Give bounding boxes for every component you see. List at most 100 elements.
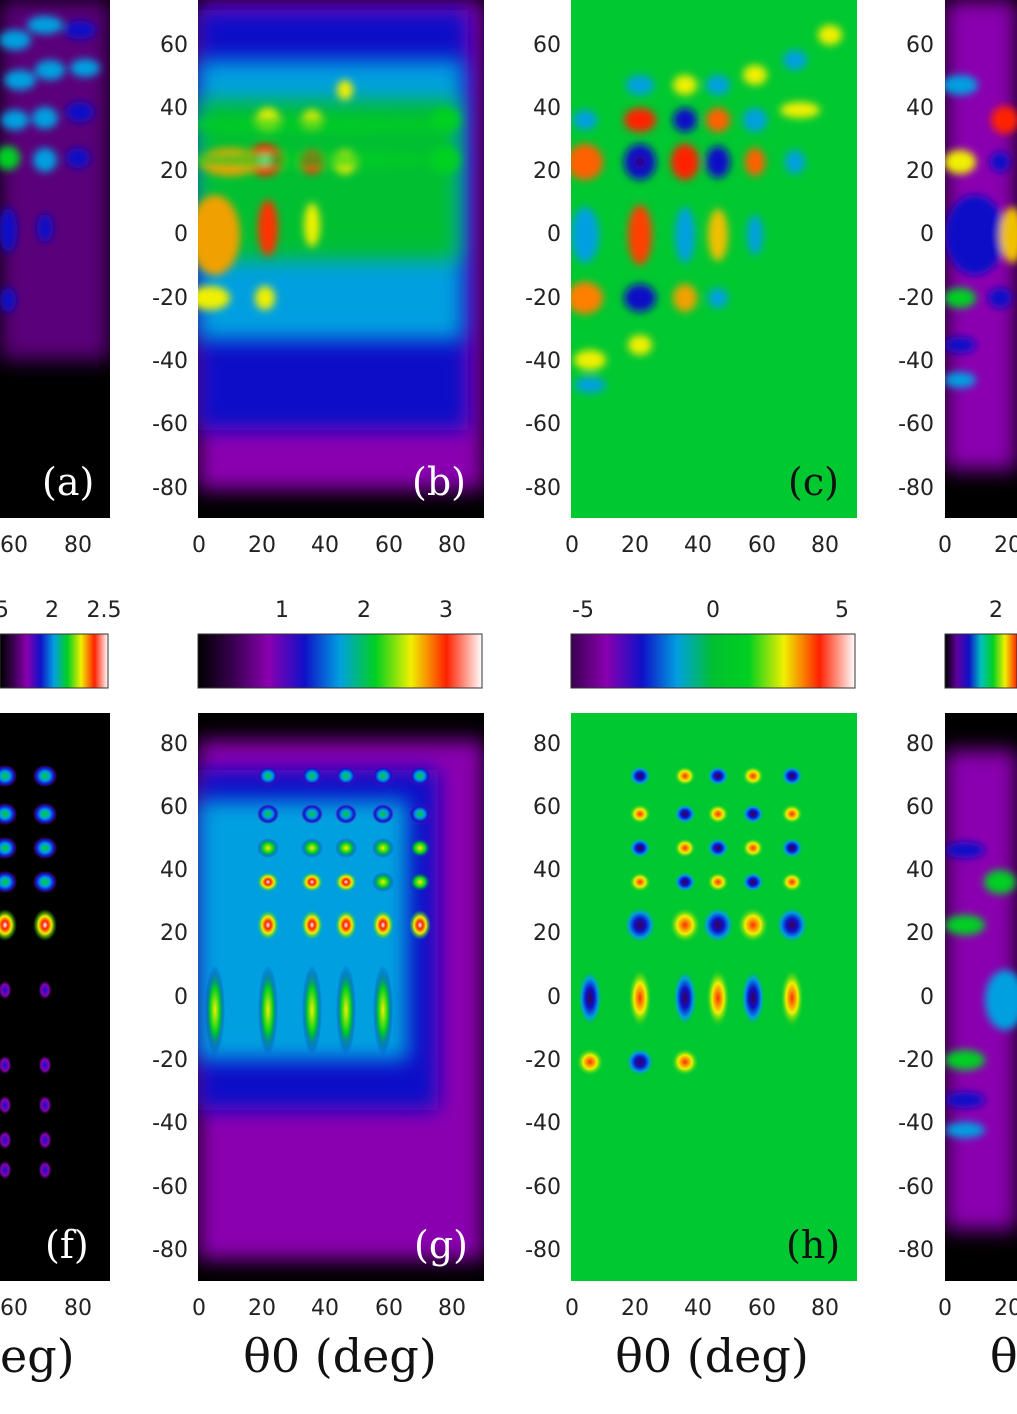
y-axis-ticks: 80 60 40 20 0 -20 -40 -60 -80 <box>898 732 934 1263</box>
intensity-spot <box>409 766 431 786</box>
intensity-spot <box>38 1095 52 1115</box>
tick-label: 0 <box>547 985 561 1010</box>
tick-label: -80 <box>898 476 934 501</box>
tick-label: 0 <box>547 222 561 247</box>
panel-d-bottom <box>945 713 1017 1281</box>
field-spot <box>707 804 729 824</box>
tick-label: -60 <box>898 412 934 437</box>
tick-label: 0 <box>174 222 188 247</box>
field-spot <box>674 872 696 892</box>
panel-g: (g) <box>198 713 484 1281</box>
tick-label: 20 <box>906 921 934 946</box>
tick-label: 60 <box>533 795 561 820</box>
tick-label: -60 <box>525 1175 561 1200</box>
x-axis-ticks: 0 20 40 60 80 <box>565 1296 839 1321</box>
intensity-spot <box>38 1160 52 1180</box>
tick-label: 40 <box>684 1296 712 1321</box>
panel-label: (b) <box>412 460 466 504</box>
intensity-spot <box>0 765 17 787</box>
field-spot <box>742 872 764 892</box>
intensity-spot <box>258 965 278 1055</box>
tick-label: 80 <box>438 533 466 558</box>
tick-label: 20 <box>160 921 188 946</box>
panel-label: (g) <box>414 1223 468 1267</box>
intensity-spot <box>335 766 357 786</box>
tick-label: 40 <box>311 1296 339 1321</box>
field-spot <box>781 804 803 824</box>
tick-label: 60 <box>533 33 561 58</box>
intensity-spot <box>33 837 57 859</box>
tick-label: 60 <box>160 33 188 58</box>
tick-label: 40 <box>160 96 188 121</box>
tick-label: 20 <box>533 921 561 946</box>
intensity-spot <box>0 980 12 1000</box>
tick-label: -20 <box>152 286 188 311</box>
tick-label: 60 <box>0 1296 28 1321</box>
intensity-spot <box>372 872 394 892</box>
x-axis-ticks: 60 80 <box>0 533 92 558</box>
tick-label: 40 <box>311 533 339 558</box>
tick-label: 60 <box>906 33 934 58</box>
colorbar-c: -5 0 5 <box>570 598 856 689</box>
panel-label: (f) <box>45 1223 89 1267</box>
x-axis-ticks: 0 20 <box>938 1296 1017 1321</box>
tick-label: 0 <box>938 533 952 558</box>
tick-label: 80 <box>811 533 839 558</box>
field-spot <box>629 838 651 858</box>
panel-label: (c) <box>788 460 839 504</box>
tick-label: 60 <box>748 533 776 558</box>
tick-label: 20 <box>994 533 1017 558</box>
tick-label: -20 <box>898 286 934 311</box>
field-spot <box>674 804 696 824</box>
colorbar-tick: 5 <box>835 598 849 623</box>
panel-f: (f) <box>0 713 110 1281</box>
intensity-spot <box>38 1055 52 1075</box>
tick-label: -40 <box>525 349 561 374</box>
field-spot <box>706 968 730 1028</box>
tick-label: 80 <box>64 1296 92 1321</box>
colorbar-tick: 3 <box>439 598 453 623</box>
intensity-spot <box>0 909 17 941</box>
field-spot <box>742 838 764 858</box>
intensity-spot <box>372 766 394 786</box>
panel-b: (b) <box>198 0 484 518</box>
tick-label: 40 <box>906 96 934 121</box>
tick-label: 40 <box>906 858 934 883</box>
tick-label: 40 <box>684 533 712 558</box>
tick-label: -40 <box>898 1111 934 1136</box>
field-spot <box>576 1048 604 1076</box>
field-spot <box>578 970 602 1026</box>
tick-label: -40 <box>525 1111 561 1136</box>
tick-label: 80 <box>160 732 188 757</box>
intensity-spot <box>33 803 57 825</box>
intensity-spot <box>301 910 323 940</box>
x-axis-label: eg) <box>0 1329 75 1383</box>
intensity-spot <box>335 910 357 940</box>
intensity-spot <box>257 766 279 786</box>
field-spot <box>674 838 696 858</box>
tick-label: -80 <box>152 1238 188 1263</box>
field-spot <box>673 970 697 1026</box>
colorbar-tick: 1 <box>275 598 289 623</box>
intensity-spot <box>257 910 279 940</box>
intensity-spot <box>301 872 323 892</box>
y-axis-ticks: 60 40 20 0 -20 -40 -60 -80 <box>898 33 934 501</box>
tick-label: 60 <box>906 795 934 820</box>
tick-label: 0 <box>920 985 934 1010</box>
tick-label: 0 <box>565 1296 579 1321</box>
tick-label: 80 <box>906 732 934 757</box>
field-spot <box>707 872 729 892</box>
field-spot <box>626 1048 654 1076</box>
tick-label: 20 <box>906 159 934 184</box>
colorbar-tick: 2 <box>357 598 371 623</box>
field-spot <box>674 766 696 786</box>
field-spot <box>671 1048 699 1076</box>
intensity-spot <box>335 838 357 858</box>
intensity-spot <box>372 910 394 940</box>
y-axis-ticks: 80 60 40 20 0 -20 -40 -60 -80 <box>525 732 561 1263</box>
colorbar-tick: 2.5 <box>87 598 122 623</box>
tick-label: 0 <box>192 1296 206 1321</box>
panel-a: (a) <box>0 0 110 518</box>
y-axis-ticks: 60 40 20 0 -20 -40 -60 -80 <box>152 33 188 501</box>
